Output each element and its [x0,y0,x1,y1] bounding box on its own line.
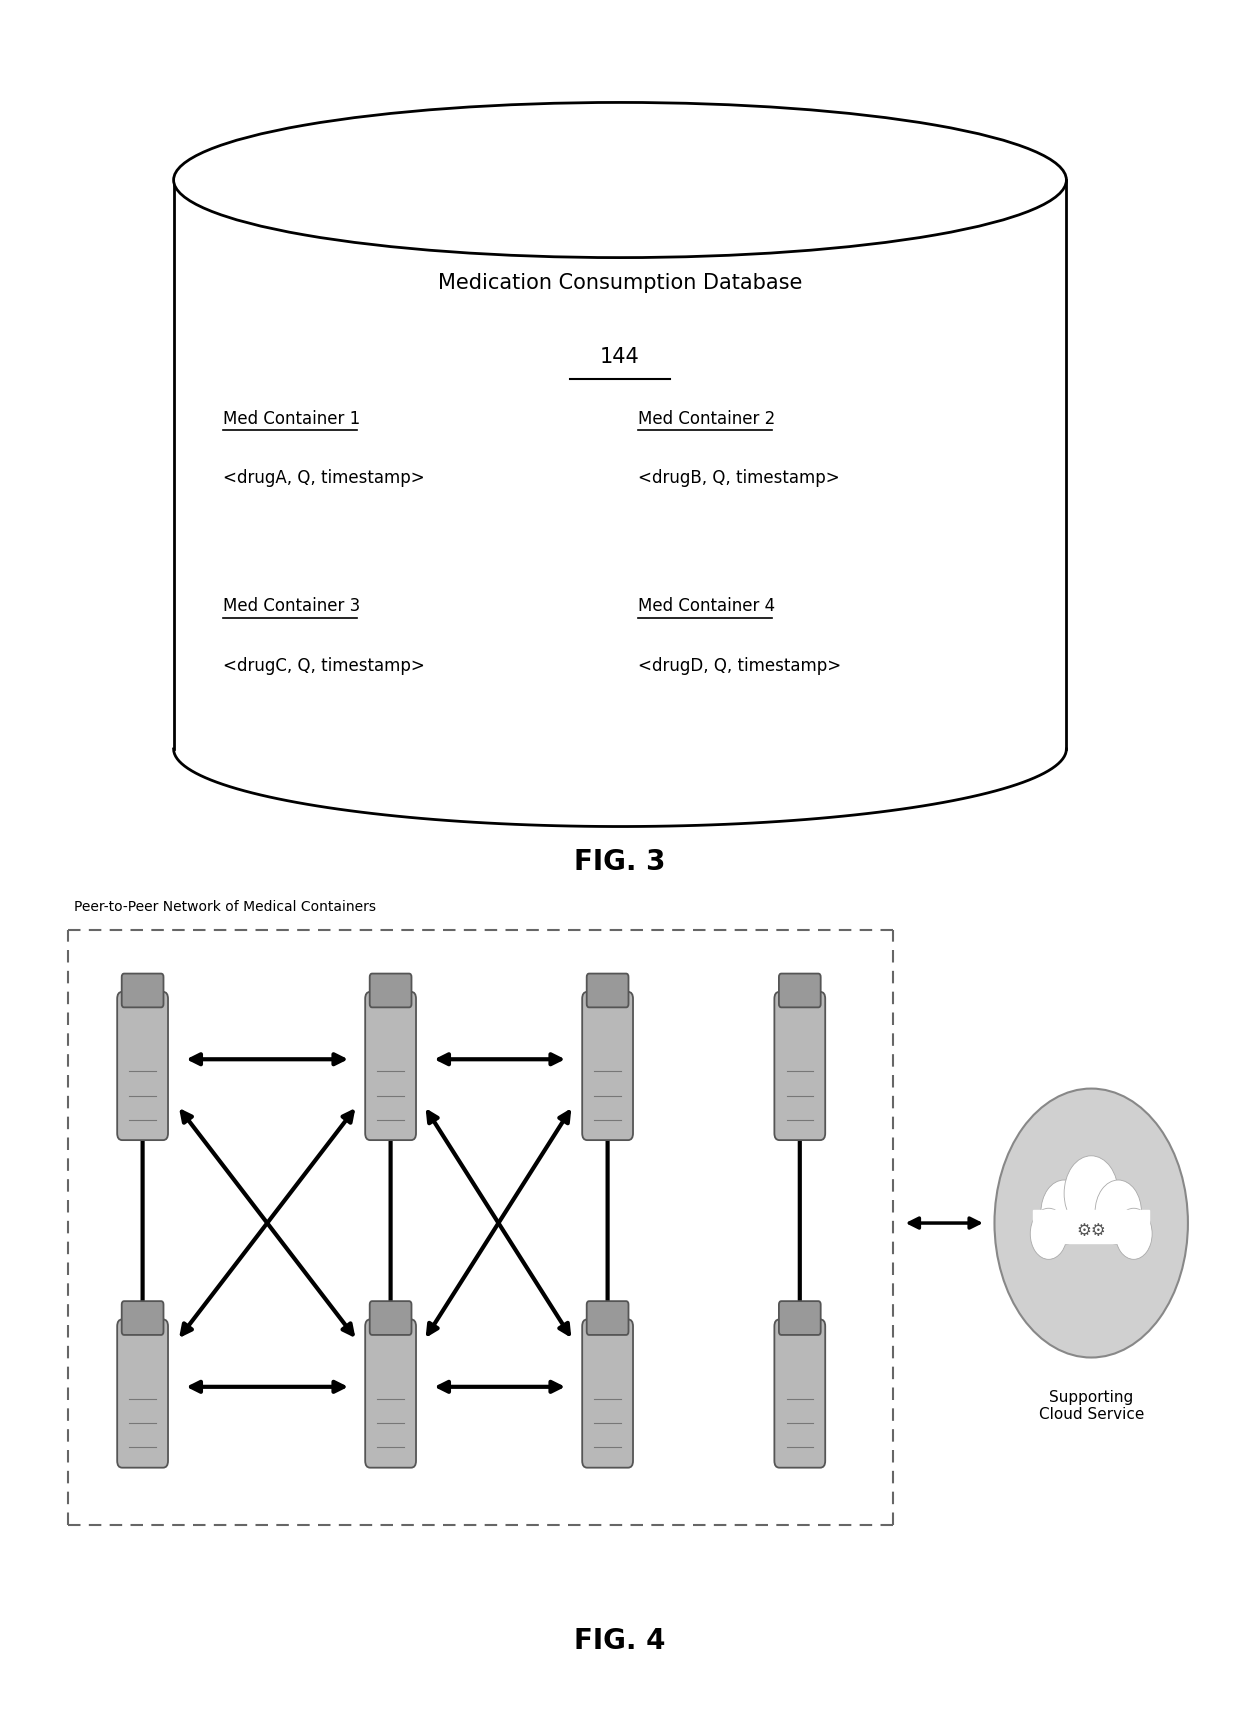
FancyBboxPatch shape [583,992,632,1141]
FancyBboxPatch shape [779,973,821,1008]
Text: Med Container 2: Med Container 2 [637,410,775,427]
Text: FIG. 3: FIG. 3 [574,848,666,875]
FancyBboxPatch shape [122,973,164,1008]
Bar [174,181,1066,750]
Ellipse shape [174,103,1066,258]
FancyBboxPatch shape [122,1301,164,1335]
Circle shape [1064,1156,1118,1232]
Text: Peer-to-Peer Network of Medical Containers: Peer-to-Peer Network of Medical Containe… [74,899,377,913]
FancyBboxPatch shape [117,992,169,1141]
Text: <drugD, Q, timestamp>: <drugD, Q, timestamp> [637,656,841,674]
FancyBboxPatch shape [587,973,629,1008]
Circle shape [1095,1180,1142,1244]
Text: Supporting
Cloud Service: Supporting Cloud Service [1039,1389,1143,1421]
FancyBboxPatch shape [365,1320,415,1468]
Circle shape [1030,1208,1066,1260]
Text: 144: 144 [600,346,640,367]
Text: Med Container 1: Med Container 1 [223,410,361,427]
FancyBboxPatch shape [370,973,412,1008]
Text: Medication Consumption Database: Medication Consumption Database [438,274,802,293]
Circle shape [994,1089,1188,1358]
Text: ⚙⚙: ⚙⚙ [1076,1222,1106,1239]
FancyBboxPatch shape [370,1301,412,1335]
FancyBboxPatch shape [365,992,415,1141]
Text: <drugB, Q, timestamp>: <drugB, Q, timestamp> [637,469,839,486]
Text: <drugA, Q, timestamp>: <drugA, Q, timestamp> [223,469,425,486]
Text: FIG. 4: FIG. 4 [574,1627,666,1654]
Bar [1033,1210,1149,1244]
FancyBboxPatch shape [779,1301,821,1335]
FancyBboxPatch shape [117,1320,169,1468]
FancyBboxPatch shape [774,1320,826,1468]
FancyBboxPatch shape [587,1301,629,1335]
Circle shape [1116,1208,1152,1260]
Text: Med Container 3: Med Container 3 [223,596,361,615]
Text: <drugC, Q, timestamp>: <drugC, Q, timestamp> [223,656,425,674]
FancyBboxPatch shape [583,1320,632,1468]
FancyBboxPatch shape [774,992,826,1141]
Text: Med Container 4: Med Container 4 [637,596,775,615]
Circle shape [1040,1180,1087,1244]
Bar [68,930,893,1525]
